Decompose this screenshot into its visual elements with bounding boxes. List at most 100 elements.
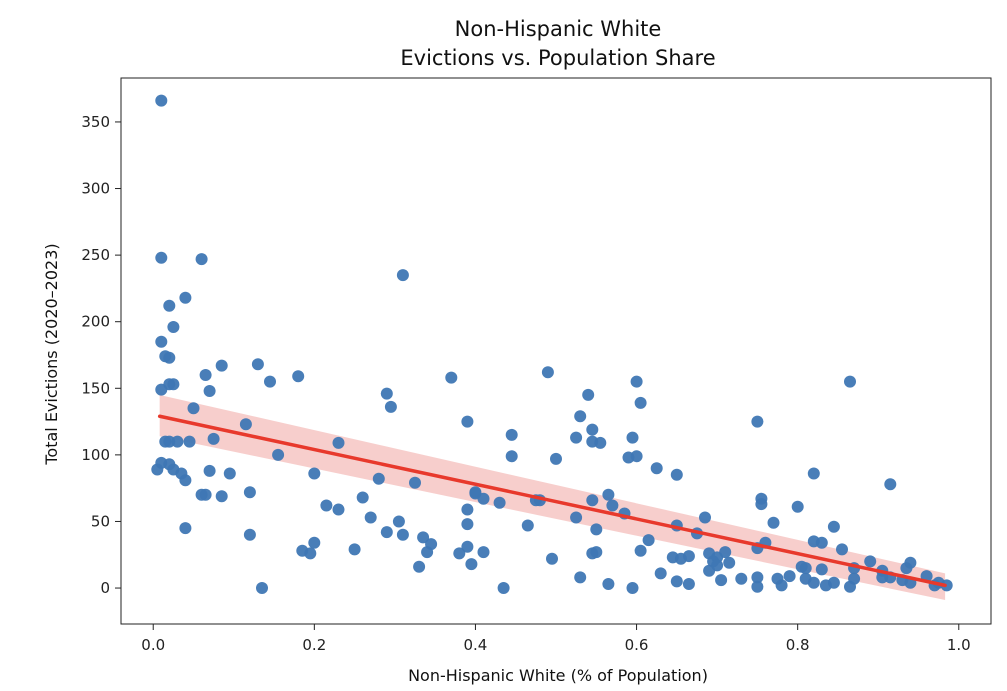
data-point [783,570,796,583]
data-point [215,490,228,503]
data-point [155,335,168,348]
data-point [735,572,748,585]
data-point [844,375,856,388]
data-point [590,523,603,536]
data-point [630,375,643,388]
data-point [751,571,764,584]
data-point [264,375,276,388]
data-point [215,359,228,372]
data-point [272,448,285,461]
data-point [199,369,212,381]
data-point [807,467,820,480]
data-point [715,574,728,587]
plot-area [151,94,953,601]
data-point [751,415,764,428]
data-point [755,498,768,511]
data-point [630,450,643,463]
data-point [541,366,554,379]
data-point [546,552,558,565]
y-axis-label: Total Evictions (2020–2023) [42,243,61,465]
data-point [320,499,333,512]
data-point [445,371,458,384]
data-point [642,534,655,547]
data-point [791,500,804,513]
data-point [171,435,184,448]
data-point [179,522,192,535]
data-point [670,575,683,588]
data-point [155,251,168,264]
data-point [417,531,430,544]
data-point [497,582,510,594]
data-point [767,516,780,529]
y-tick-label: 50 [91,512,110,530]
data-point [586,494,599,507]
data-point [493,496,506,509]
data-point [819,579,832,592]
data-point [586,423,599,436]
data-point [719,546,732,559]
data-point [384,400,397,413]
y-tick-label: 0 [100,579,110,597]
confidence-band [159,394,946,601]
data-point [163,299,176,312]
data-point [413,560,426,573]
data-point [844,580,856,593]
y-tick-label: 200 [81,313,110,331]
y-axis: 0 50 100 150 200 250 300 350 [81,113,121,597]
data-point [223,467,236,480]
data-point [292,370,305,383]
data-point [356,491,369,504]
data-point [900,562,913,575]
plot-frame [120,77,992,625]
y-tick-label: 250 [81,246,110,264]
data-point [461,503,474,516]
y-tick-label: 100 [81,446,110,464]
chart-title-line-2: Evictions vs. Population Share [400,46,715,70]
data-point [179,291,192,304]
x-tick-label: 0.2 [302,636,326,654]
data-point [308,536,321,549]
data-point [815,563,828,576]
data-point [155,94,168,107]
data-point [505,428,518,441]
data-point [703,564,716,577]
data-point [634,396,647,409]
data-point [799,562,812,575]
data-point [465,558,478,571]
data-point [167,321,180,333]
data-point [477,546,490,559]
data-point [650,462,663,475]
x-tick-label: 0.8 [786,636,810,654]
data-point [304,547,317,560]
data-point [864,555,877,568]
data-point [670,468,683,481]
data-point [521,519,534,532]
data-point [183,435,196,448]
data-point [654,567,667,580]
data-point [308,467,321,480]
data-point [348,543,361,556]
data-point [203,464,216,477]
data-point [594,436,607,449]
data-point [477,492,490,505]
data-point [723,556,736,569]
data-point [682,578,695,590]
data-point [461,540,474,553]
x-axis-label: Non-Hispanic White (% of Population) [408,666,708,685]
data-point [606,499,619,512]
data-point [775,579,788,592]
data-point [626,431,639,444]
y-tick-label: 300 [81,180,110,198]
data-point [815,536,828,549]
data-point [570,431,583,444]
data-point [699,511,711,524]
data-point [586,547,599,560]
data-point [574,571,587,584]
data-point [751,580,764,593]
data-point [570,511,583,524]
data-point [256,582,268,594]
data-point [195,253,208,266]
data-point [372,472,385,485]
data-point [505,450,518,463]
